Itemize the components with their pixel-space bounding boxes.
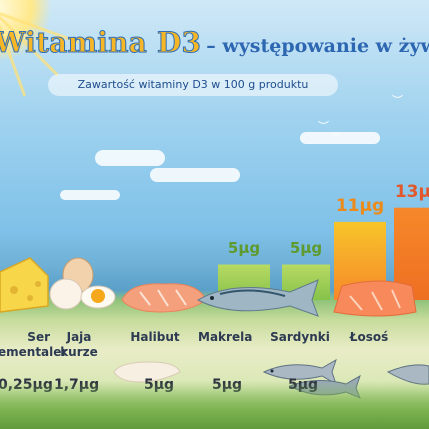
title-main: Witamina D3 bbox=[0, 26, 202, 60]
bar-value-label: 5µg bbox=[227, 238, 261, 257]
grass-foreground bbox=[0, 381, 429, 429]
mackerel-icon bbox=[196, 279, 319, 317]
halibut-icon bbox=[113, 283, 207, 383]
food-label: Łosoś bbox=[349, 330, 389, 344]
chart-subtitle: Zawartość witaminy D3 w 100 g produktu bbox=[48, 74, 338, 96]
bar-value-label: 11µg bbox=[335, 195, 385, 216]
bird-icon: ︶ bbox=[392, 94, 403, 107]
food-label: Jaja kurze bbox=[60, 330, 98, 359]
cloud bbox=[60, 190, 120, 200]
bird-icon: ︶ bbox=[332, 133, 342, 143]
bird-icon: ︶ bbox=[318, 120, 329, 133]
cheese-icon bbox=[0, 257, 49, 313]
food-label: Ser ementaler bbox=[0, 330, 68, 359]
cloud bbox=[95, 150, 165, 166]
page-title: Witamina D3 – występowanie w żywności bbox=[0, 26, 429, 60]
food-label: Halibut bbox=[130, 330, 180, 344]
salmon-icon bbox=[333, 280, 417, 317]
bar-value-label: 13µg bbox=[394, 181, 429, 202]
cloud bbox=[150, 168, 240, 182]
food-label: Makrela bbox=[198, 330, 253, 344]
food-label: Sardynki bbox=[270, 330, 330, 344]
cloud bbox=[300, 132, 380, 144]
egg-icon bbox=[49, 257, 116, 310]
bar-value-label: 5µg bbox=[289, 238, 323, 257]
title-rest: – występowanie w żywności bbox=[206, 35, 429, 57]
